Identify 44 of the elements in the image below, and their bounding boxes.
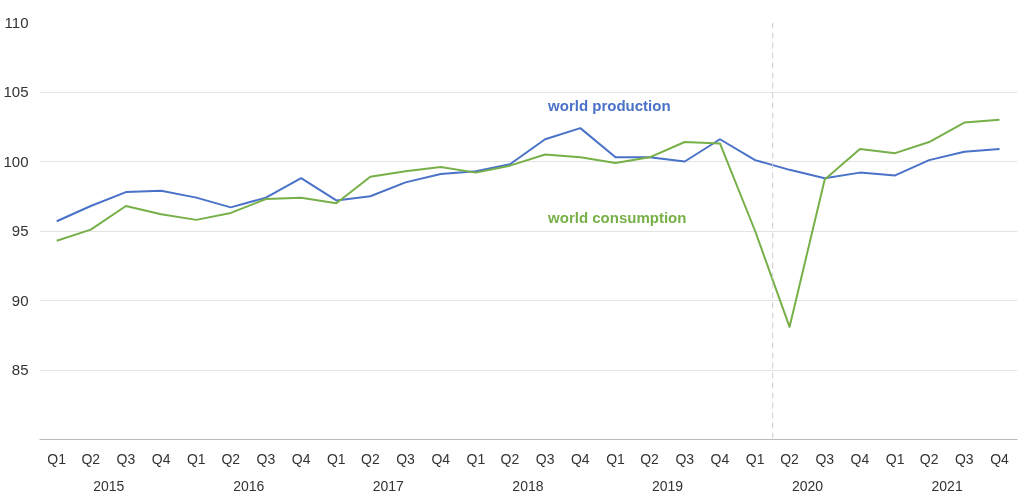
x-tick-label: Q3 bbox=[256, 450, 276, 467]
x2-tick-label: 2016 bbox=[233, 477, 265, 493]
x-tick-label: Q2 bbox=[640, 450, 660, 467]
x2-tick-label: 2020 bbox=[791, 477, 824, 493]
x-tick-label: Q2 bbox=[919, 450, 939, 467]
x-tick-label: Q1 bbox=[466, 450, 486, 467]
x-tick-label: Q2 bbox=[500, 450, 520, 467]
x-tick-label: Q3 bbox=[955, 450, 974, 467]
x-tick-label: Q1 bbox=[186, 450, 206, 467]
x-tick-label: Q1 bbox=[47, 450, 67, 467]
x-tick-label: Q1 bbox=[745, 450, 765, 467]
x-tick-label: Q4 bbox=[990, 450, 1010, 467]
x2-tick-label: 2021 bbox=[931, 477, 963, 493]
y-tick-label: 100 bbox=[3, 152, 29, 170]
x-tick-label: Q1 bbox=[885, 450, 905, 467]
x-tick-label: Q4 bbox=[710, 450, 730, 467]
x-tick-label: Q2 bbox=[361, 450, 380, 467]
series-label: world production bbox=[547, 97, 671, 115]
y-tick-label: 95 bbox=[11, 222, 29, 239]
x-tick-label: Q4 bbox=[291, 450, 311, 467]
x-tick-label: Q4 bbox=[431, 450, 451, 467]
x-tick-label: Q4 bbox=[151, 450, 171, 467]
x-tick-label: Q3 bbox=[535, 450, 555, 467]
x2-tick-label: 2015 bbox=[93, 477, 125, 493]
x-tick-label: Q3 bbox=[396, 450, 416, 467]
x-tick-label: Q2 bbox=[780, 450, 800, 467]
y-tick-label: 105 bbox=[3, 83, 29, 100]
x-tick-label: Q1 bbox=[606, 450, 626, 467]
x-tick-label: Q2 bbox=[81, 450, 101, 467]
y-tick-label: 90 bbox=[11, 291, 29, 309]
x-tick-label: Q3 bbox=[116, 450, 136, 467]
x-tick-label: Q2 bbox=[221, 450, 241, 467]
x-tick-label: Q3 bbox=[675, 450, 695, 467]
text: world consumption bbox=[547, 208, 687, 226]
x-tick-label: Q4 bbox=[850, 450, 870, 467]
x-tick-label: Q1 bbox=[326, 450, 346, 467]
y-tick-label: 110 bbox=[4, 13, 29, 31]
x2-tick-label: 2017 bbox=[372, 477, 405, 493]
x2-tick-label: 2019 bbox=[651, 477, 684, 493]
x-tick-label: Q3 bbox=[815, 450, 835, 467]
x2-tick-label: 2018 bbox=[512, 477, 544, 493]
y-tick-label: 85 bbox=[11, 361, 29, 378]
line-series bbox=[55, 118, 1001, 328]
x-tick-label: Q4 bbox=[570, 450, 590, 467]
